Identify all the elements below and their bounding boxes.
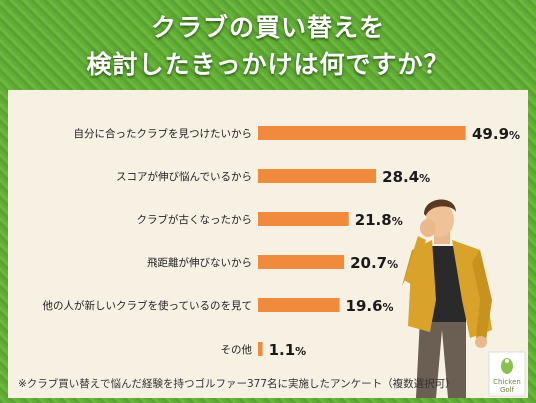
- title-area: クラブの買い替えを 検討したきっかけは何ですか？: [0, 0, 536, 86]
- bar: [258, 342, 263, 356]
- value-label: 28.4%: [382, 168, 430, 186]
- value-label: 20.7%: [350, 254, 398, 272]
- chicken-golf-logo: Chicken Golf: [488, 351, 526, 397]
- category-label: 自分に合ったクラブを見つけたいから: [74, 127, 253, 140]
- bar: [258, 255, 345, 269]
- category-label: クラブが古くなったから: [137, 213, 253, 226]
- person-illustration: [402, 199, 492, 398]
- bar: [258, 126, 466, 140]
- footnote: ※クラブ買い替えで悩んだ経験を持つゴルファー377名に実施したアンケート（複数選…: [18, 378, 456, 390]
- bar: [258, 169, 377, 183]
- category-label: スコアが伸び悩んでいるから: [116, 170, 252, 183]
- value-label: 1.1%: [269, 341, 307, 359]
- value-unit: %: [419, 172, 430, 185]
- value-label: 19.6%: [346, 297, 394, 315]
- title-line-1: クラブの買い替えを: [150, 13, 385, 42]
- value-label: 49.9%: [472, 125, 520, 143]
- bar: [258, 298, 340, 312]
- category-label: その他: [221, 343, 253, 356]
- value-label: 21.8%: [355, 211, 403, 229]
- value-unit: %: [392, 215, 403, 228]
- logo-text-2: Golf: [500, 386, 515, 394]
- category-label: 飛距離が伸びないから: [147, 256, 252, 269]
- value-unit: %: [387, 258, 398, 271]
- category-label: 他の人が新しいクラブを使っているのを見て: [43, 299, 252, 312]
- bar: [258, 212, 349, 226]
- value-unit: %: [295, 345, 306, 358]
- value-unit: %: [383, 301, 394, 314]
- title-line-2: 検討したきっかけは何ですか？: [86, 50, 450, 79]
- logo-text-1: Chicken: [493, 378, 521, 386]
- value-unit: %: [509, 129, 520, 142]
